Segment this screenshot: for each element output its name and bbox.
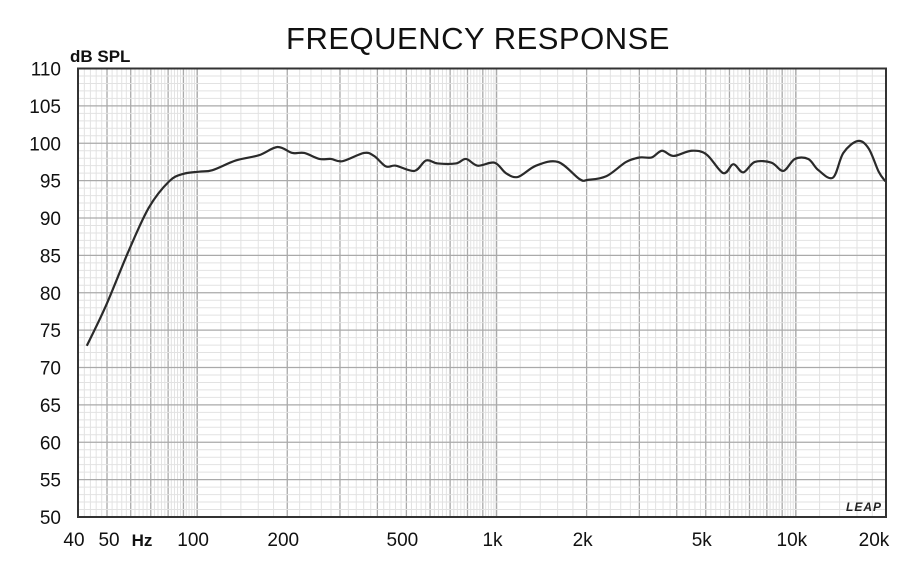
chart-title: FREQUENCY RESPONSE — [286, 21, 670, 56]
y-tick-label: 110 — [31, 60, 61, 81]
y-tick-label: 95 — [40, 172, 61, 193]
y-tick-label: 50 — [40, 508, 61, 529]
leap-logo: LEAP — [846, 500, 882, 514]
y-tick-label: 105 — [29, 97, 61, 118]
x-tick-label: 100 — [177, 530, 209, 551]
x-tick-label: 1k — [482, 530, 503, 551]
y-tick-label: 65 — [40, 396, 61, 417]
y-tick-label: 90 — [40, 209, 61, 230]
x-tick-label: 5k — [692, 530, 713, 551]
grid — [77, 67, 887, 518]
x-tick-label: 200 — [267, 530, 299, 551]
x-axis-label: Hz — [132, 531, 153, 550]
y-tick-label: 75 — [40, 321, 61, 342]
y-tick-label: 70 — [40, 359, 61, 380]
x-tick-label: 40 — [63, 530, 84, 551]
y-tick-label: 60 — [40, 433, 61, 454]
y-tick-label: 100 — [29, 134, 61, 155]
x-tick-label: 2k — [573, 530, 594, 551]
response-curve — [85, 139, 887, 347]
y-tick-label: 55 — [40, 471, 61, 492]
y-tick-label: 85 — [40, 246, 61, 267]
x-tick-label: 500 — [387, 530, 419, 551]
x-tick-label: 20k — [859, 530, 890, 551]
x-tick-label: 10k — [777, 530, 808, 551]
x-tick-label: 50 — [98, 530, 119, 551]
y-tick-label: 80 — [40, 284, 61, 305]
y-tick-labels: 50 55 60 65 70 75 80 85 90 95 100 105 110 — [29, 60, 61, 530]
plot-border — [77, 67, 887, 518]
x-tick-labels: 40 50 100 200 500 1k 2k 5k 10k 20k — [63, 530, 889, 551]
y-axis-label: dB SPL — [70, 47, 130, 66]
curve-layer — [85, 139, 887, 347]
